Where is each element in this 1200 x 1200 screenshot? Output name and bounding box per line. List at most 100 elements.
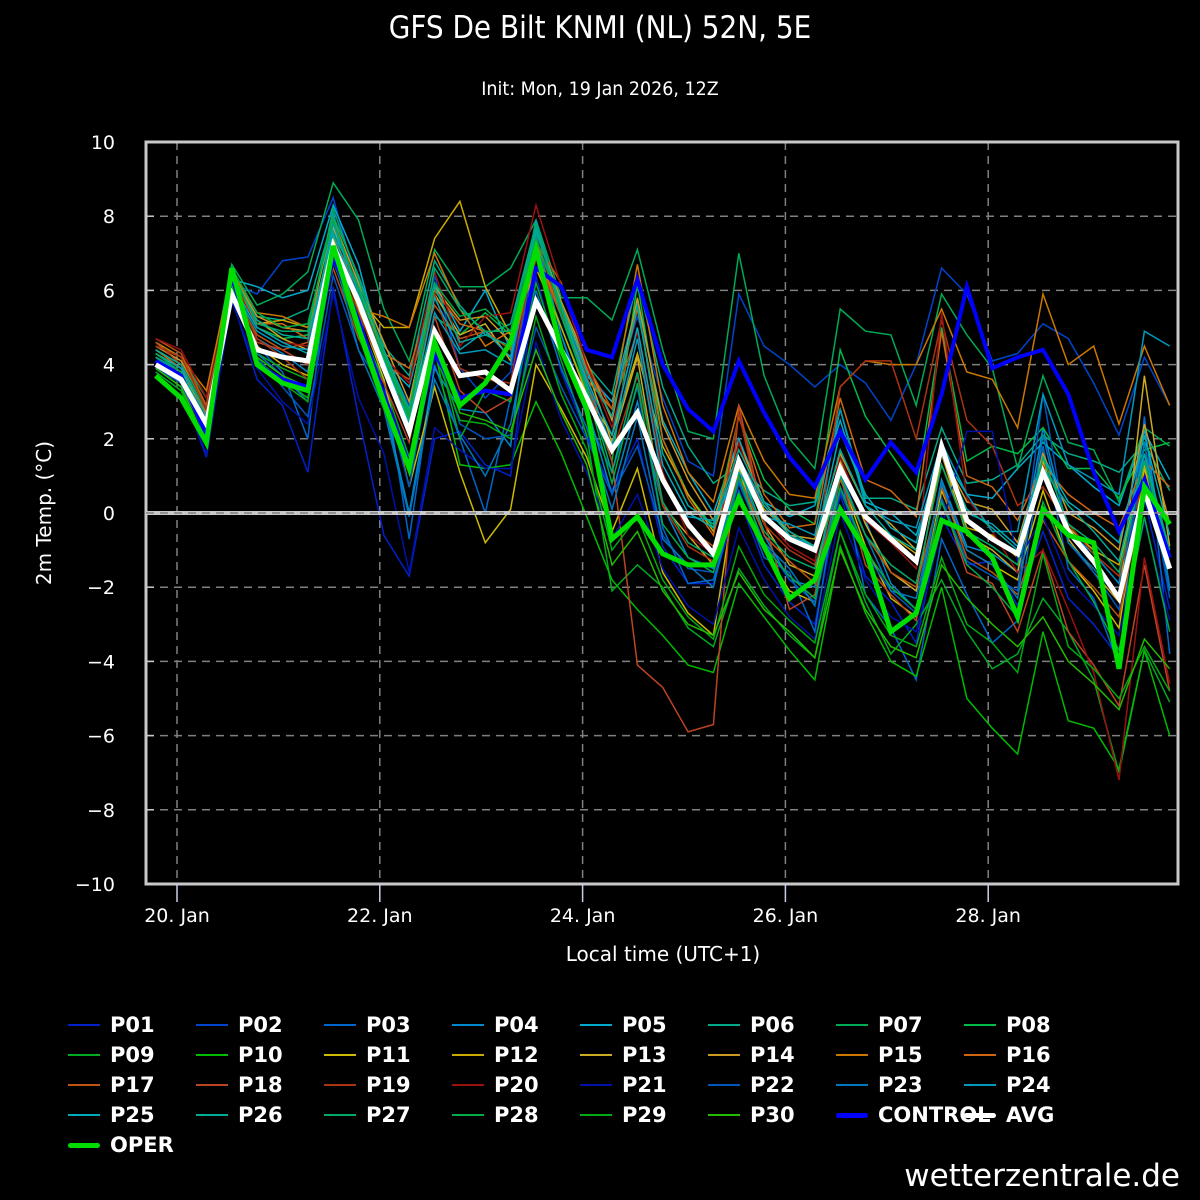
legend-item-p18: P18 [196,1070,283,1100]
legend-item-p01: P01 [68,1010,155,1040]
legend-label: P24 [1006,1073,1051,1097]
legend-label: P07 [878,1013,923,1037]
legend-item-p23: P23 [836,1070,923,1100]
legend-item-p29: P29 [580,1100,667,1130]
x-tick-label: 28. Jan [955,905,1021,927]
legend-label: P23 [878,1073,923,1097]
credit-text: wetterzentrale.de [904,1158,1180,1194]
legend-item-p11: P11 [324,1040,411,1070]
legend-label: AVG [1006,1103,1055,1127]
legend-swatch [324,1054,356,1056]
y-tick-label: 6 [103,280,115,302]
legend-item-p25: P25 [68,1100,155,1130]
legend-item-p28: P28 [452,1100,539,1130]
legend-swatch [196,1084,228,1086]
legend-swatch [324,1084,356,1086]
chart-svg: 10 8 6 4 2 0 −2 −4 −6 −8 −10 20. Jan 22. Jan 24. Jan… [32,132,1180,966]
series-line-p21 [155,293,1171,641]
legend-item-p09: P09 [68,1040,155,1070]
legend-item-p14: P14 [708,1040,795,1070]
legend-swatch [836,1054,868,1056]
chart-title: GFS De Bilt KNMI (NL) 52N, 5E [388,10,812,46]
legend-item-avg: AVG [964,1100,1054,1130]
y-tick-label: 10 [91,132,115,154]
legend-swatch [324,1114,356,1116]
legend-label: P01 [110,1013,155,1037]
legend-label: P25 [110,1103,155,1127]
legend-swatch [452,1114,484,1116]
legend-item-p02: P02 [196,1010,283,1040]
legend-label: P09 [110,1043,155,1067]
y-tick-label: 4 [103,355,115,377]
legend-swatch [68,1084,100,1086]
legend-item-oper: OPER [68,1130,174,1160]
y-tick-label: −8 [87,800,115,822]
legend-label: P15 [878,1043,923,1067]
legend-swatch [836,1112,868,1118]
legend-item-p27: P27 [324,1100,411,1130]
legend-item-p26: P26 [196,1100,283,1130]
series-line-oper [154,239,1172,670]
legend-swatch [708,1054,740,1056]
y-axis-label: 2m Temp. (°C) [32,441,56,585]
legend-item-p16: P16 [964,1040,1051,1070]
legend-swatch [68,1142,100,1148]
legend-label: P08 [1006,1013,1051,1037]
legend-label: P14 [750,1043,795,1067]
y-tick-label: −6 [87,726,115,748]
legend-item-p24: P24 [964,1070,1051,1100]
legend-swatch [580,1024,612,1026]
series-line-p27 [155,206,1171,585]
legend-swatch [580,1054,612,1056]
y-tick-label: 0 [103,503,115,525]
y-tick-label: −2 [87,577,115,599]
legend-label: P06 [750,1013,795,1037]
legend-item-p06: P06 [708,1010,795,1040]
legend-label: P28 [494,1103,539,1127]
legend-swatch [452,1054,484,1056]
x-tick-label: 24. Jan [550,905,616,927]
legend-label: OPER [110,1133,174,1157]
series-line-p02 [155,195,1171,478]
legend-swatch [708,1024,740,1026]
legend-item-p08: P08 [964,1010,1051,1040]
legend-item-p19: P19 [324,1070,411,1100]
legend-swatch [964,1024,996,1026]
legend-swatch [324,1024,356,1026]
legend-item-p07: P07 [836,1010,923,1040]
legend-item-p13: P13 [580,1040,667,1070]
legend-swatch [196,1114,228,1116]
legend-swatch [708,1114,740,1116]
legend-label: P17 [110,1073,155,1097]
legend-label: P16 [1006,1043,1051,1067]
legend-item-p04: P04 [452,1010,539,1040]
legend-swatch [196,1024,228,1026]
legend-swatch [836,1084,868,1086]
legend-label: P18 [238,1073,283,1097]
legend-item-p05: P05 [580,1010,667,1040]
legend-label: P21 [622,1073,667,1097]
legend-swatch [964,1084,996,1086]
legend-label: P04 [494,1013,539,1037]
x-tick-label: 22. Jan [347,905,413,927]
chart-subtitle: Init: Mon, 19 Jan 2026, 12Z [481,78,719,100]
legend-swatch [836,1024,868,1026]
y-tick-label: −10 [75,874,115,896]
legend-swatch [68,1054,100,1056]
legend-item-p17: P17 [68,1070,155,1100]
x-tick-label: 20. Jan [144,905,210,927]
series-line-p20 [155,202,1171,781]
legend-item-p10: P10 [196,1040,283,1070]
y-tick-label: 2 [103,429,115,451]
legend-label: P13 [622,1043,667,1067]
legend-swatch [196,1054,228,1056]
legend-swatch [68,1114,100,1116]
series-line-p26 [155,228,1171,563]
legend-label: P05 [622,1013,667,1037]
legend-swatch [964,1112,996,1118]
legend-swatch [68,1024,100,1026]
legend-label: P22 [750,1073,795,1097]
legend-swatch [580,1084,612,1086]
legend-item-p30: P30 [708,1100,795,1130]
main-series [154,238,1173,670]
